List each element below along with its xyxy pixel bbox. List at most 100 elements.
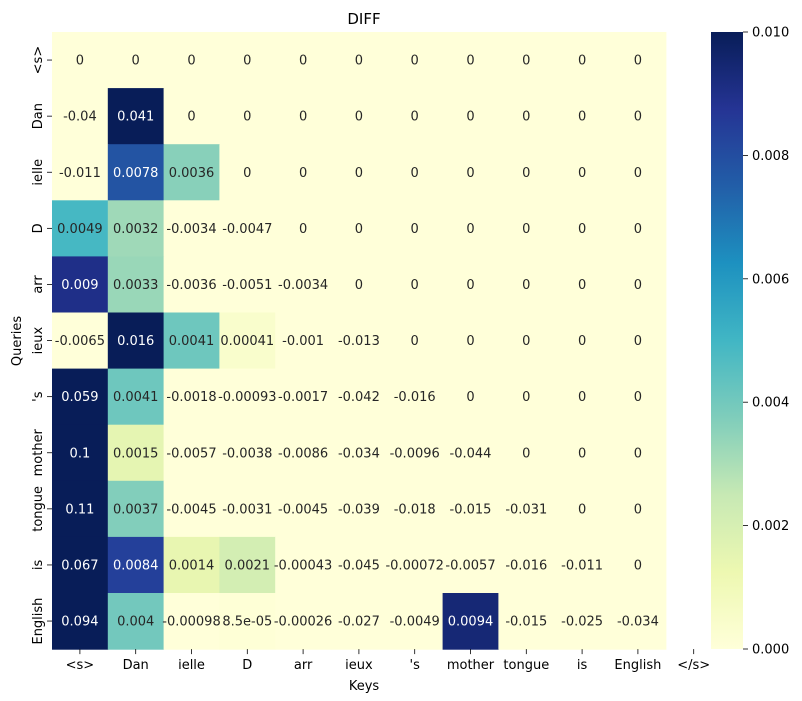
y-tick-label: ieux [31, 326, 46, 354]
heatmap-cell [52, 536, 109, 594]
cell-annotation: -0.0034 [278, 278, 328, 293]
cell-annotation: 0.041 [117, 110, 154, 125]
heatmap-cell [52, 88, 109, 145]
heatmap-cell [107, 424, 165, 482]
heatmap-cell [107, 144, 165, 201]
heatmap-cell [107, 536, 165, 594]
cell-annotation: -0.013 [338, 334, 380, 349]
cell-annotation: -0.011 [59, 166, 101, 181]
heatmap-cell [163, 368, 220, 426]
cell-annotation: 0 [522, 446, 530, 461]
heatmap-cell [554, 424, 611, 482]
heatmap-cell [386, 424, 444, 482]
heatmap-cell [610, 480, 667, 538]
cell-annotation: 0 [466, 54, 474, 69]
heatmap-cell [52, 593, 109, 650]
y-tick-label: <s> [31, 46, 46, 75]
cell-annotation: 0 [578, 502, 586, 517]
cell-annotation: -0.0045 [278, 502, 328, 517]
cell-annotation: 0 [578, 278, 586, 293]
heatmap-cell [275, 200, 332, 257]
heatmap-cell [386, 536, 444, 594]
cell-annotation: 0 [634, 54, 642, 69]
heatmap-cell [386, 256, 444, 314]
x-tick-label: tongue [503, 658, 549, 673]
cell-annotation: 0 [522, 110, 530, 125]
cell-annotation: 0 [522, 166, 530, 181]
heatmap-cell [163, 88, 220, 145]
cell-annotation: 0 [355, 278, 363, 293]
heatmap-cell [386, 368, 444, 426]
cell-annotation: 0 [243, 166, 251, 181]
heatmap-cell [554, 368, 611, 426]
heatmap-cell [554, 88, 611, 145]
heatmap-cell [498, 593, 555, 650]
heatmap-cell [610, 536, 667, 594]
cell-annotation: 0 [634, 334, 642, 349]
cell-annotation: 0 [243, 54, 251, 69]
cell-annotation: 0 [299, 166, 307, 181]
cell-annotation: -0.0036 [166, 278, 216, 293]
cell-annotation: -0.042 [338, 390, 380, 405]
cell-annotation: 0 [299, 222, 307, 237]
heatmap-cell [442, 368, 499, 426]
heatmap-cell [331, 88, 388, 145]
heatmap-cell [386, 593, 444, 650]
cell-annotation: 0.00041 [220, 334, 274, 349]
cell-annotation: 0.004 [117, 615, 154, 630]
cell-annotation: 0 [355, 110, 363, 125]
heatmap-cell [554, 593, 611, 650]
x-axis-label: Keys [349, 679, 380, 694]
heatmap-cell [610, 368, 667, 426]
heatmap-cell [219, 144, 276, 201]
heatmap-cell [163, 312, 220, 370]
cell-annotation: 0 [132, 54, 140, 69]
heatmap-cells [52, 32, 667, 650]
cell-annotation: -0.0017 [278, 390, 328, 405]
cell-annotation: 0 [522, 222, 530, 237]
heatmap-cell [163, 480, 220, 538]
heatmap-cell [107, 368, 165, 426]
x-tick-label: ieux [345, 658, 373, 673]
x-tick-label: 's [410, 658, 421, 673]
heatmap-cell [442, 312, 499, 370]
cell-annotation: -0.0031 [222, 502, 272, 517]
heatmap-cell [610, 312, 667, 370]
x-tick-label: <s> [66, 658, 95, 673]
heatmap-cell [331, 368, 388, 426]
y-tick-label: is [31, 560, 46, 571]
x-tick-label: arr [294, 658, 313, 673]
heatmap-cell [275, 32, 332, 89]
heatmap-cell [107, 480, 165, 538]
cell-annotation: 0.0033 [113, 278, 159, 293]
heatmap-cell [275, 424, 332, 482]
cell-annotation: 0 [522, 278, 530, 293]
heatmap-cell [163, 200, 220, 257]
cell-annotation: -0.0047 [222, 222, 272, 237]
x-tick-label: is [577, 658, 588, 673]
cell-annotation: 0 [522, 54, 530, 69]
heatmap-cell [498, 536, 555, 594]
cell-annotation: 0.0041 [113, 390, 159, 405]
cell-annotation: -0.0034 [166, 222, 216, 237]
cell-annotation: 0 [634, 222, 642, 237]
cell-annotation: 0.0078 [113, 166, 159, 181]
heatmap-cell [52, 424, 109, 482]
cell-annotation: 0 [634, 558, 642, 573]
cell-annotation: 0 [411, 278, 419, 293]
colorbar-tick-label: 0.004 [752, 396, 789, 411]
heatmap-cell [331, 32, 388, 89]
cell-annotation: -0.044 [450, 446, 492, 461]
cell-annotation: 0 [634, 278, 642, 293]
cell-annotation: 0.0014 [169, 558, 215, 573]
heatmap-cell [610, 200, 667, 257]
heatmap-cell [331, 200, 388, 257]
heatmap-cell [275, 88, 332, 145]
heatmap-cell [498, 368, 555, 426]
heatmap-cell [275, 368, 332, 426]
cell-annotation: -0.001 [282, 334, 324, 349]
heatmap-cell [219, 88, 276, 145]
heatmap-cell [52, 368, 109, 426]
cell-annotation: 0 [355, 166, 363, 181]
cell-annotation: 0 [299, 110, 307, 125]
